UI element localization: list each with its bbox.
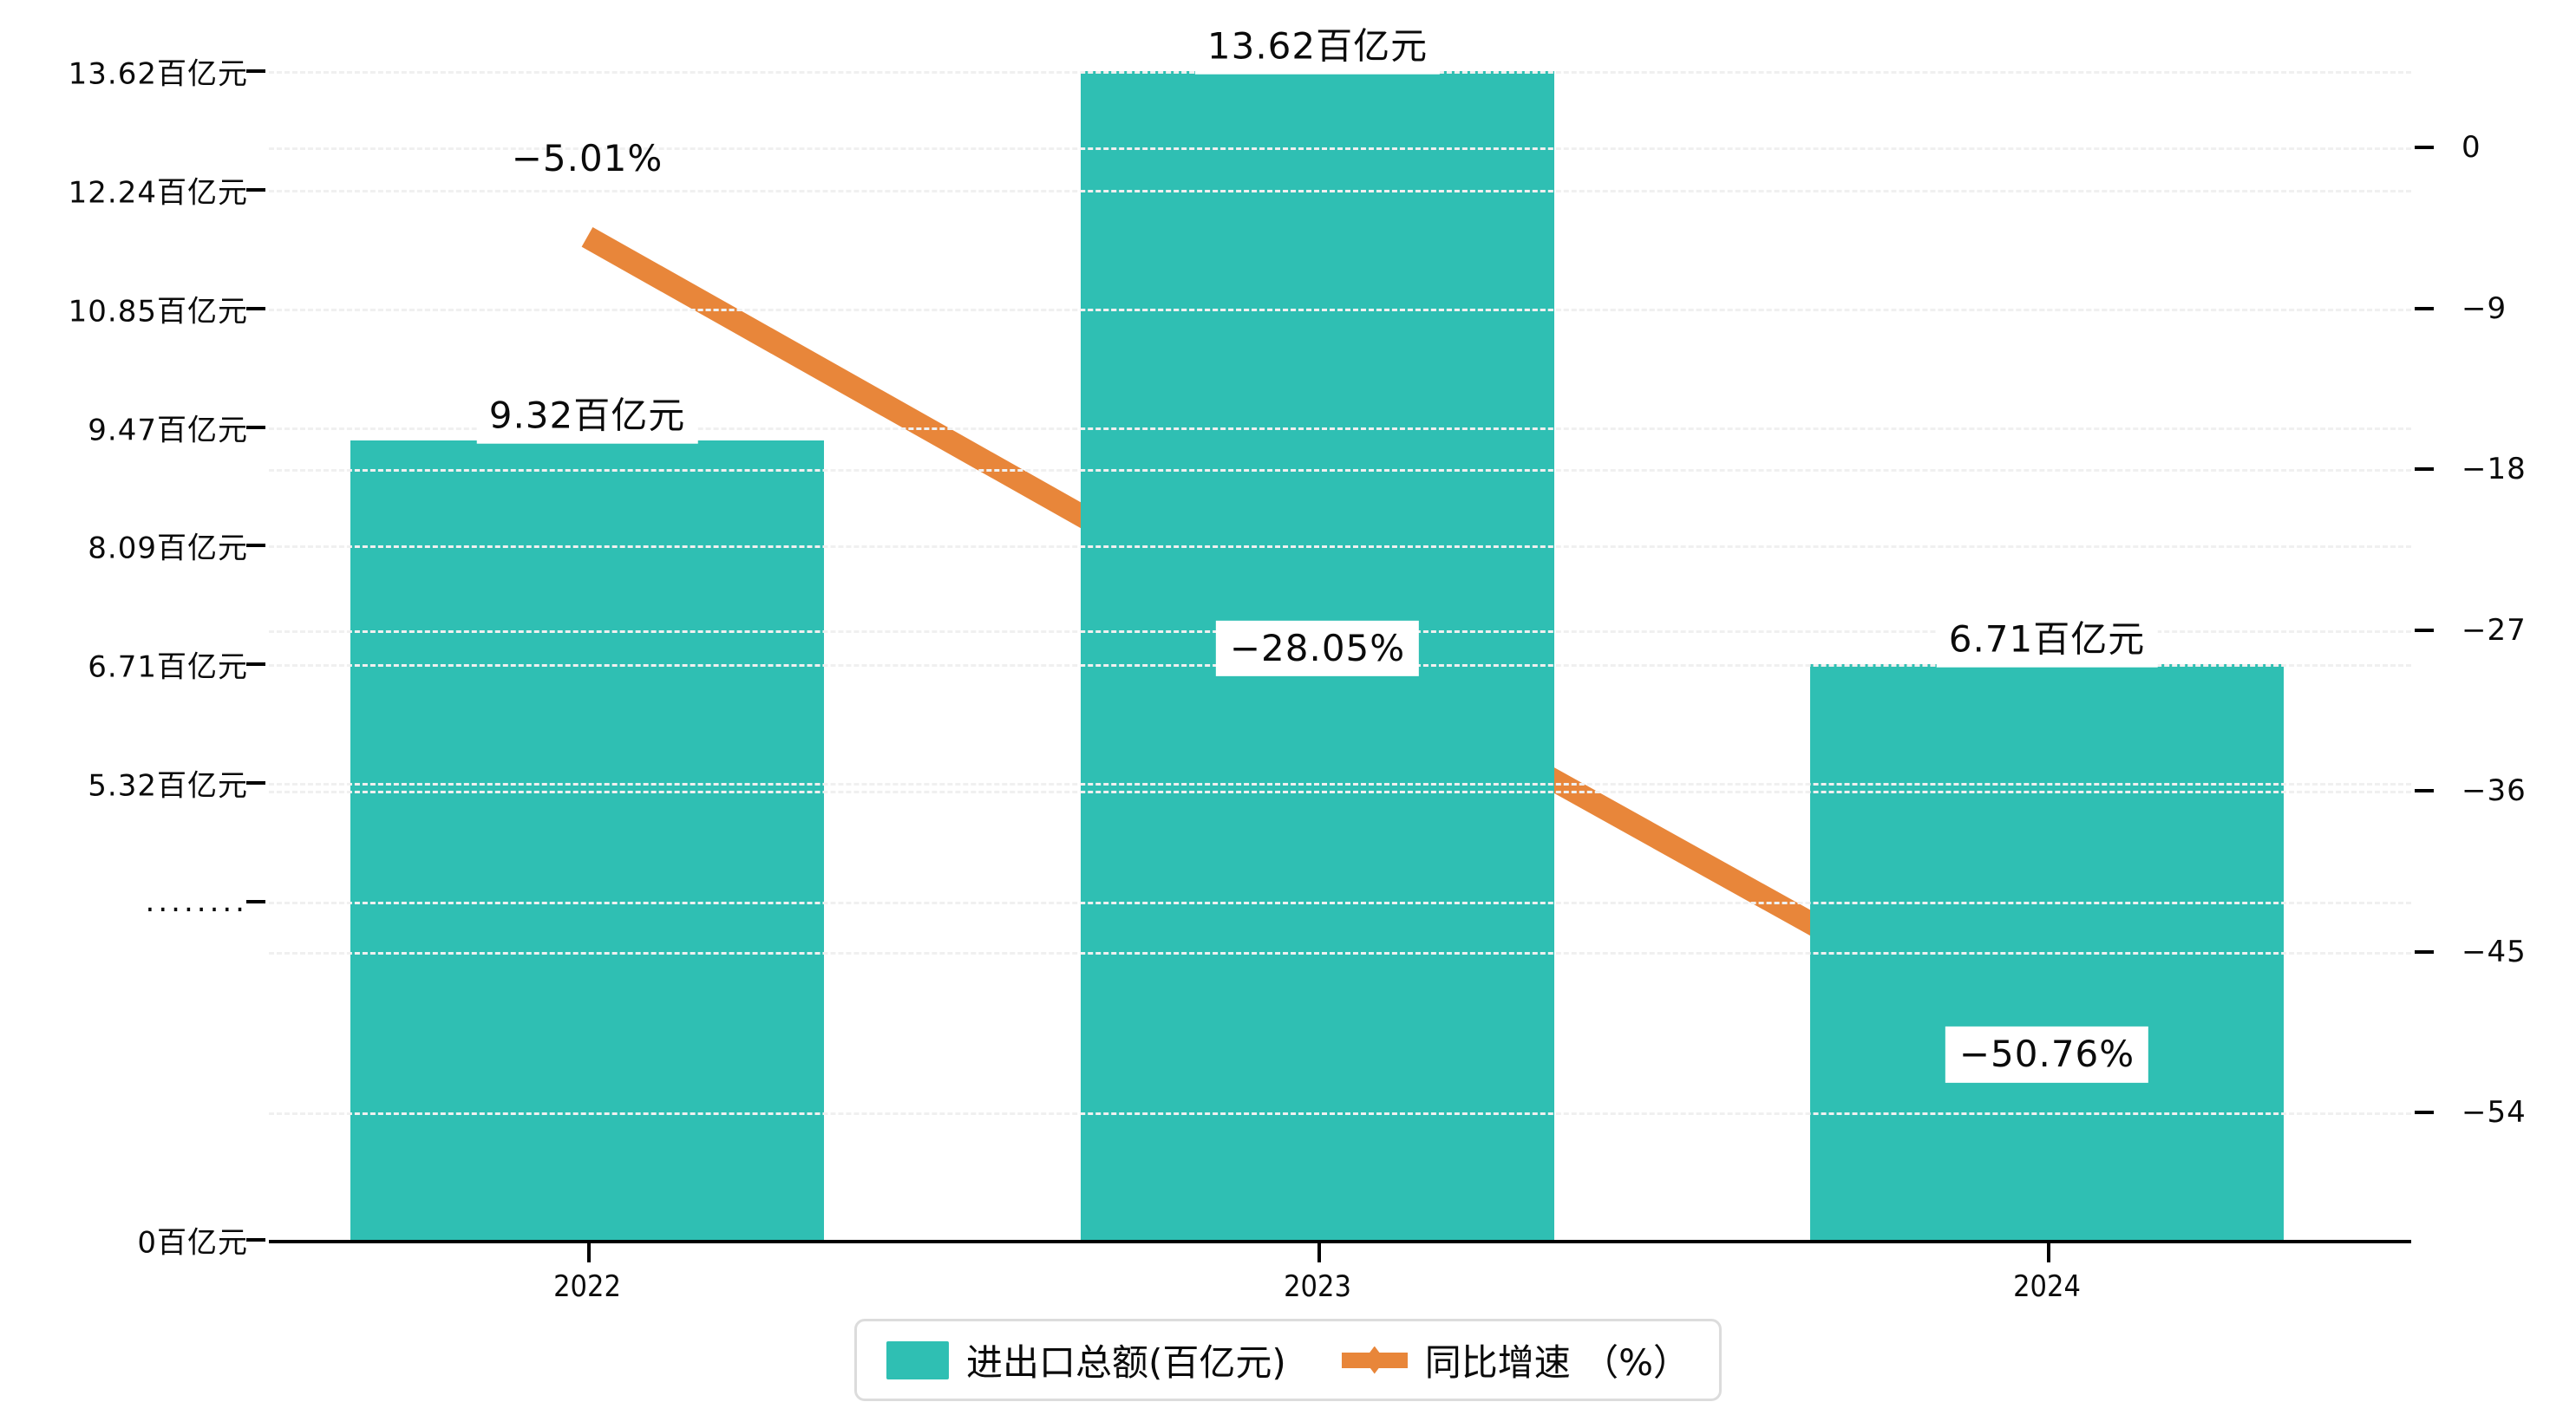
- y-axis-right-tick: [2415, 949, 2434, 954]
- x-axis-tick: [2047, 1243, 2050, 1262]
- gridline: [269, 951, 2411, 955]
- gridline: [269, 308, 2411, 311]
- y-axis-right-tick-label: −45: [2462, 934, 2527, 969]
- line-value-label-2023: −28.05%: [1215, 620, 1420, 677]
- line-value-label-2024: −50.76%: [1945, 1027, 2149, 1083]
- legend-item-bar[interactable]: 进出口总额(百亿元): [886, 1333, 1286, 1386]
- bar-value-label-2024: 6.71百亿元: [1936, 615, 2158, 668]
- bar-2022[interactable]: [350, 440, 824, 1240]
- gridline: [269, 783, 2411, 786]
- y-axis-right-tick: [2415, 306, 2434, 310]
- legend-label-line: 同比增速 （%）: [1424, 1341, 1690, 1384]
- y-axis-left-tick: [246, 544, 265, 548]
- x-axis-tick: [1317, 1243, 1321, 1262]
- y-axis-left-tick-label: 8.09百亿元: [88, 531, 248, 566]
- y-axis-left-tick: [246, 781, 265, 786]
- x-axis-tick: [587, 1243, 591, 1262]
- gridline: [269, 427, 2411, 430]
- y-axis-left-tick-label: 9.47百亿元: [88, 413, 248, 448]
- gridline: [269, 469, 2411, 472]
- line-swatch-icon: [1341, 1341, 1408, 1379]
- y-axis-right-tick-label: −54: [2462, 1095, 2527, 1130]
- y-axis-right-tick: [2415, 467, 2434, 471]
- y-axis-left-tick-label: 13.62百亿元: [68, 56, 248, 92]
- y-axis-right-tick-label: −27: [2462, 612, 2527, 648]
- x-axis-label-2022: 2022: [553, 1269, 621, 1304]
- y-axis-left-tick-label: 12.24百亿元: [68, 175, 248, 211]
- y-axis-left-tick: [246, 187, 265, 192]
- y-axis-left-tick-label: 5.32百亿元: [88, 768, 248, 804]
- legend-label-bar: 进出口总额(百亿元): [965, 1341, 1286, 1384]
- y-axis-left-tick: [246, 662, 265, 666]
- y-axis-left-tick: [246, 1238, 265, 1242]
- bar-swatch-icon: [886, 1340, 949, 1379]
- y-axis-left-tick-label: 0百亿元: [137, 1225, 248, 1261]
- bar-value-label-2022: 9.32百亿元: [476, 391, 698, 444]
- gridline: [269, 147, 2411, 150]
- x-axis-label-2024: 2024: [2013, 1269, 2081, 1304]
- y-axis-right-tick-label: −18: [2462, 452, 2527, 486]
- y-axis-left-tick-label: ........: [145, 884, 248, 920]
- y-axis-right-tick: [2415, 1111, 2434, 1114]
- gridline: [269, 1112, 2411, 1115]
- gridline: [269, 791, 2411, 793]
- gridline: [269, 902, 2411, 905]
- line-value-label-2022: −5.01%: [511, 137, 664, 180]
- legend-item-line[interactable]: 同比增速 （%）: [1341, 1333, 1690, 1386]
- y-axis-right-tick-label: −9: [2462, 290, 2507, 326]
- bar-value-label-2023: 13.62百亿元: [1194, 22, 1441, 75]
- gridline: [269, 545, 2411, 549]
- gridline: [269, 189, 2411, 192]
- y-axis-left-tick: [246, 425, 265, 429]
- y-axis-right-tick-label: 0: [2462, 130, 2481, 165]
- y-axis-right-tick-label: −36: [2462, 773, 2527, 808]
- y-axis-left-tick-label: 6.71百亿元: [88, 649, 248, 685]
- x-axis-label-2023: 2023: [1284, 1269, 1351, 1304]
- x-axis-line: [269, 1240, 2411, 1243]
- legend[interactable]: 进出口总额(百亿元) 同比增速 （%）: [853, 1319, 1723, 1401]
- y-axis-left-tick: [246, 900, 265, 904]
- y-axis-left-tick: [246, 69, 265, 73]
- y-axis-right-tick: [2415, 789, 2434, 792]
- y-axis-left-tick-label: 10.85百亿元: [68, 294, 248, 329]
- y-axis-right-tick: [2415, 146, 2434, 149]
- y-axis-left-tick: [246, 307, 265, 311]
- y-axis-right-tick: [2415, 628, 2434, 632]
